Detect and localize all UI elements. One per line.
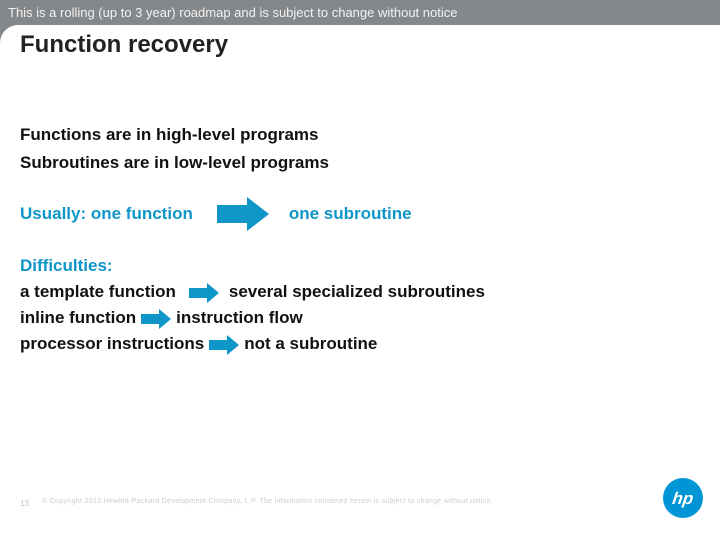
- hp-logo-icon: hp: [663, 478, 703, 518]
- slide-title: Function recovery: [20, 31, 229, 58]
- difficulty-row: a template function several specialized …: [20, 279, 485, 305]
- page-number: 13: [20, 499, 29, 508]
- disclaimer-banner: This is a rolling (up to 3 year) roadmap…: [0, 0, 720, 25]
- difficulty-right-text: instruction flow: [176, 308, 303, 327]
- difficulty-left-text: processor instructions: [20, 334, 205, 353]
- usually-left-text: Usually: one function: [20, 204, 193, 223]
- arrow-right-icon: [188, 283, 219, 303]
- arrow-right-icon: [216, 197, 269, 231]
- difficulties-heading: Difficulties:: [20, 256, 113, 275]
- difficulty-row: processor instructions not a subroutine: [20, 331, 485, 357]
- difficulties-section: Difficulties: a template function severa…: [20, 253, 485, 357]
- intro-line-2: Subroutines are in low-level programs: [20, 153, 329, 172]
- usually-right-text: one subroutine: [288, 204, 412, 223]
- copyright-text: © Copyright 2013 Hewlett-Packard Develop…: [42, 498, 493, 505]
- arrow-right-icon: [209, 335, 240, 355]
- slide-canvas: Function recovery Functions are in high-…: [0, 25, 720, 540]
- svg-text:hp: hp: [671, 489, 694, 508]
- difficulty-right-text: several specialized subroutines: [228, 282, 485, 301]
- difficulty-right-text: not a subroutine: [244, 334, 378, 353]
- difficulty-left-text: inline function: [20, 308, 137, 327]
- usually-mapping-row: Usually: one function one subroutine: [20, 196, 412, 232]
- difficulty-row: inline function instruction flow: [20, 305, 485, 331]
- intro-line-1: Functions are in high-level programs: [20, 125, 319, 144]
- intro-paragraph: Functions are in high-level programs Sub…: [20, 121, 329, 177]
- disclaimer-text: This is a rolling (up to 3 year) roadmap…: [8, 5, 458, 20]
- arrow-right-icon: [141, 309, 172, 329]
- difficulty-left-text: a template function: [20, 282, 176, 301]
